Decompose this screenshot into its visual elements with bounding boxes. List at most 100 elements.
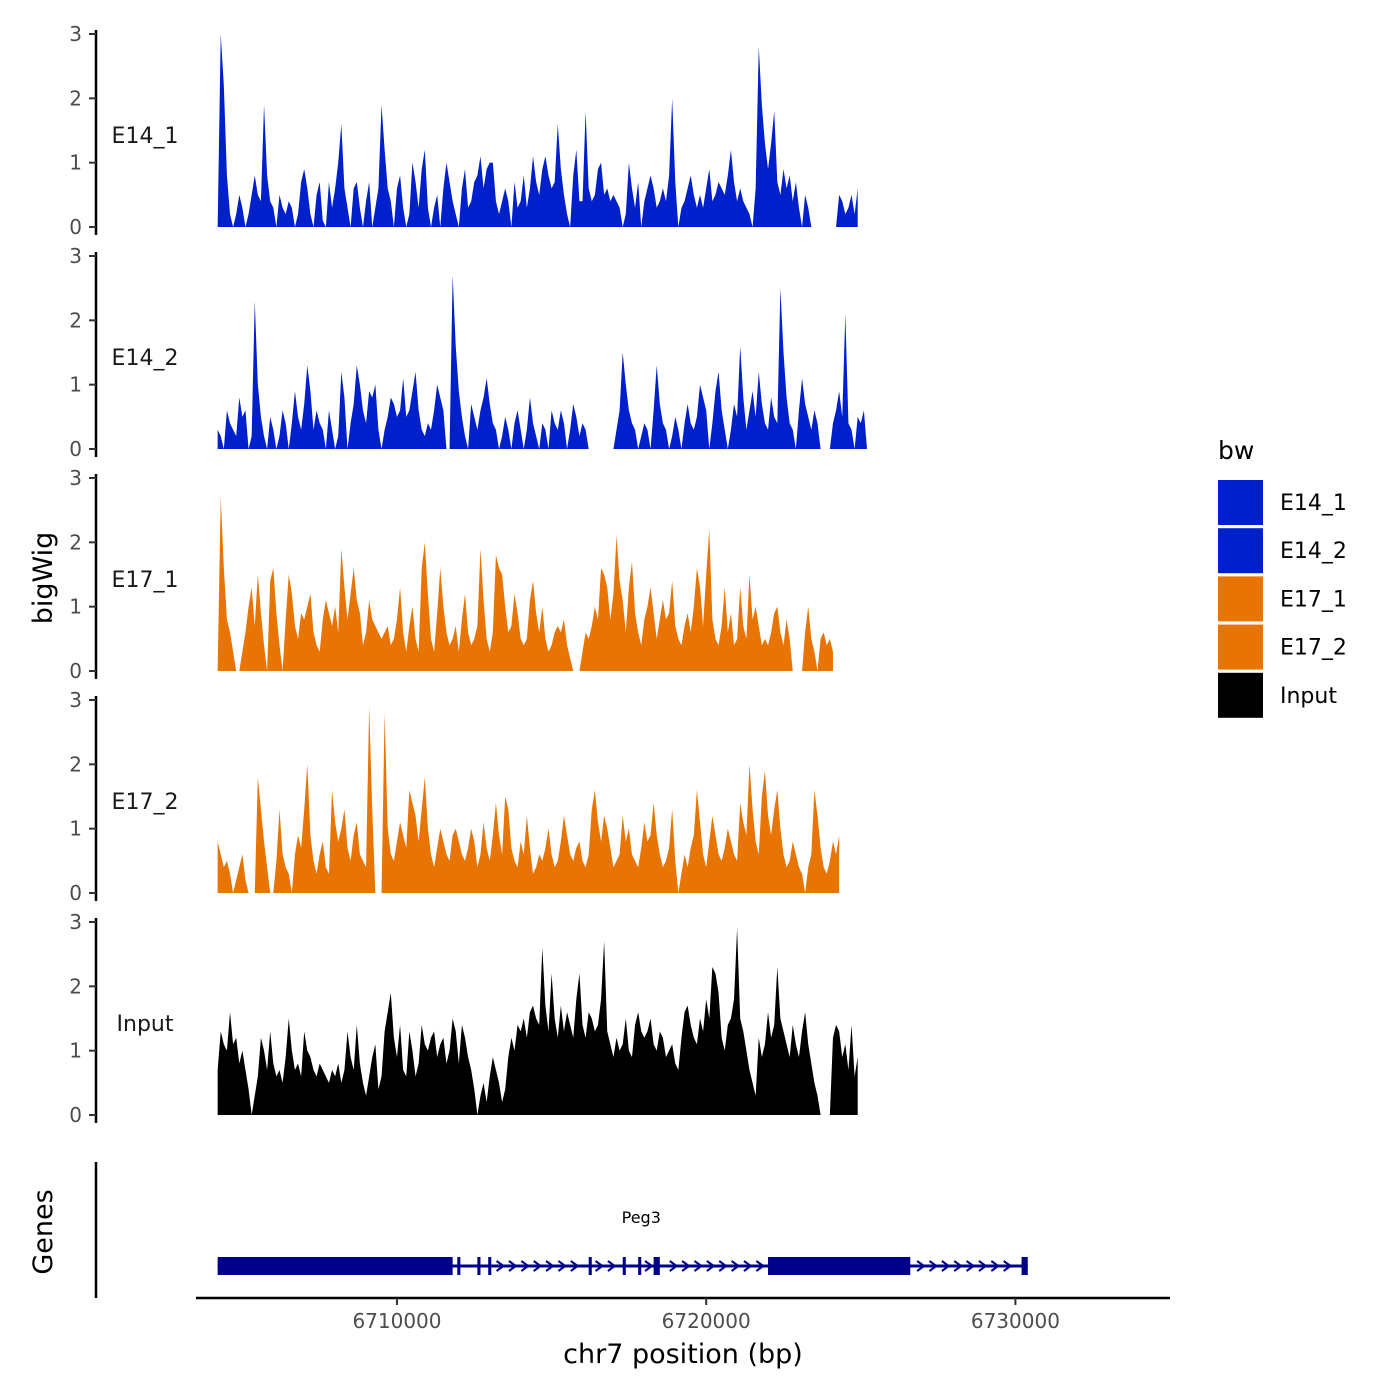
- strand-chevron: [681, 1260, 691, 1272]
- legend-swatch: [1218, 528, 1263, 574]
- x-axis: 6710000 6720000 6730000: [196, 1296, 1170, 1333]
- y-tick-label: 3: [69, 244, 82, 268]
- strand-chevron: [706, 1260, 716, 1272]
- track-label-e17-1: E17_1: [112, 568, 179, 593]
- strand-chevron: [730, 1260, 741, 1272]
- gene-exon: [622, 1257, 626, 1275]
- signal-area-e17-2: [217, 706, 840, 893]
- strand-chevron: [928, 1260, 939, 1272]
- track-e17-2: 0 1 2 3 E17_2: [69, 688, 840, 905]
- strand-chevron: [594, 1260, 605, 1272]
- strand-chevron: [718, 1260, 728, 1272]
- gene-model-peg3: Peg3: [217, 1208, 1028, 1275]
- strand-chevron: [916, 1260, 926, 1272]
- gene-exon: [768, 1257, 911, 1275]
- legend-label: E14_2: [1280, 539, 1347, 564]
- legend-item-e14-2: E14_2: [1218, 528, 1347, 574]
- legend-label: Input: [1280, 684, 1337, 709]
- gene-label-peg3: Peg3: [622, 1208, 661, 1227]
- gene-exon: [217, 1257, 453, 1275]
- x-tick-label: 6720000: [662, 1309, 751, 1333]
- signal-area-e14-2: [217, 275, 867, 449]
- strand-chevron: [693, 1260, 704, 1272]
- strand-chevron: [669, 1260, 679, 1272]
- x-axis-title: chr7 position (bp): [563, 1339, 803, 1370]
- y-tick-label: 1: [69, 817, 82, 841]
- gene-exon: [457, 1257, 461, 1275]
- y-tick-label: 0: [69, 881, 82, 905]
- strand-chevron: [533, 1260, 543, 1272]
- legend-swatch: [1218, 576, 1263, 622]
- x-tick-label: 6710000: [352, 1309, 441, 1333]
- track-label-e14-1: E14_1: [112, 124, 179, 149]
- y-tick-label: 2: [69, 530, 82, 554]
- track-input: 0 1 2 3 Input: [69, 910, 858, 1127]
- strand-chevron: [941, 1260, 951, 1272]
- genes-panel: Genes Peg3: [28, 1162, 1028, 1298]
- y-tick-label: 2: [69, 752, 82, 776]
- track-e14-2: 0 1 2 3 E14_2: [69, 244, 867, 461]
- gene-exon: [588, 1257, 592, 1275]
- legend-label: E17_1: [1280, 587, 1347, 612]
- strand-chevron: [1003, 1260, 1013, 1272]
- track-label-e17-2: E17_2: [112, 790, 179, 815]
- strand-chevron: [557, 1260, 568, 1272]
- legend-swatch: [1218, 672, 1263, 718]
- y-tick-label: 3: [69, 466, 82, 490]
- gene-exon: [638, 1257, 642, 1275]
- track-label-e14-2: E14_2: [112, 346, 179, 371]
- signal-area-e14-1: [217, 34, 858, 227]
- y-tick-label: 0: [69, 437, 82, 461]
- gene-exon: [477, 1257, 481, 1275]
- genes-axis-title: Genes: [28, 1189, 59, 1274]
- legend-swatch: [1218, 624, 1263, 670]
- strand-chevron: [644, 1260, 654, 1272]
- legend-label: E17_2: [1280, 636, 1347, 661]
- legend-item-e17-1: E17_1: [1218, 576, 1347, 622]
- y-tick-label: 3: [69, 22, 82, 46]
- track-e17-1: 0 1 2 3 E17_1: [69, 466, 833, 683]
- legend-swatch: [1218, 480, 1263, 525]
- gene-exon: [1021, 1257, 1028, 1275]
- y-tick-label: 1: [69, 373, 82, 397]
- y-tick-label: 0: [69, 1103, 82, 1127]
- legend-item-input: Input: [1218, 672, 1337, 718]
- legend-item-e17-2: E17_2: [1218, 624, 1347, 670]
- gene-exon: [653, 1257, 660, 1275]
- y-tick-label: 1: [69, 151, 82, 175]
- strand-chevron: [978, 1260, 988, 1272]
- y-tick-label: 2: [69, 974, 82, 998]
- y-tick-label: 2: [69, 86, 82, 110]
- y-tick-label: 1: [69, 595, 82, 619]
- strand-chevron: [508, 1260, 518, 1272]
- y-tick-label: 0: [69, 659, 82, 683]
- y-tick-label: 2: [69, 308, 82, 332]
- y-tick-label: 3: [69, 910, 82, 934]
- y-tick-label: 0: [69, 215, 82, 239]
- y-tick-label: 1: [69, 1039, 82, 1063]
- strand-chevron: [755, 1260, 766, 1272]
- strand-chevron: [495, 1260, 506, 1272]
- legend-title: bw: [1218, 436, 1254, 465]
- x-tick-label: 6730000: [971, 1309, 1060, 1333]
- signal-area-input: [217, 928, 858, 1115]
- strand-chevron: [953, 1260, 963, 1272]
- signal-area-e17-1: [217, 497, 833, 671]
- strand-chevron: [743, 1260, 753, 1272]
- track-e14-1: 0 1 2 3 E14_1: [69, 22, 858, 239]
- strand-chevron: [965, 1260, 976, 1272]
- legend: bw E14_1 E14_2 E17_1 E17_2 Input: [1218, 436, 1347, 718]
- strand-chevron: [607, 1260, 617, 1272]
- strand-chevron: [545, 1260, 555, 1272]
- legend-item-e14-1: E14_1: [1218, 480, 1347, 525]
- signal-tracks: 0 1 2 3 E14_1 0 1 2 3 E14_2 0 1 2 3 E17_1 0 1 2 3 E17_2 0 1 2 3…: [69, 22, 867, 1127]
- strand-chevron: [520, 1260, 531, 1272]
- strand-chevron: [570, 1260, 580, 1272]
- legend-label: E14_1: [1280, 491, 1347, 516]
- strand-chevron: [990, 1260, 1001, 1272]
- track-label-input: Input: [117, 1012, 174, 1037]
- y-tick-label: 3: [69, 688, 82, 712]
- gene-exon: [488, 1257, 492, 1275]
